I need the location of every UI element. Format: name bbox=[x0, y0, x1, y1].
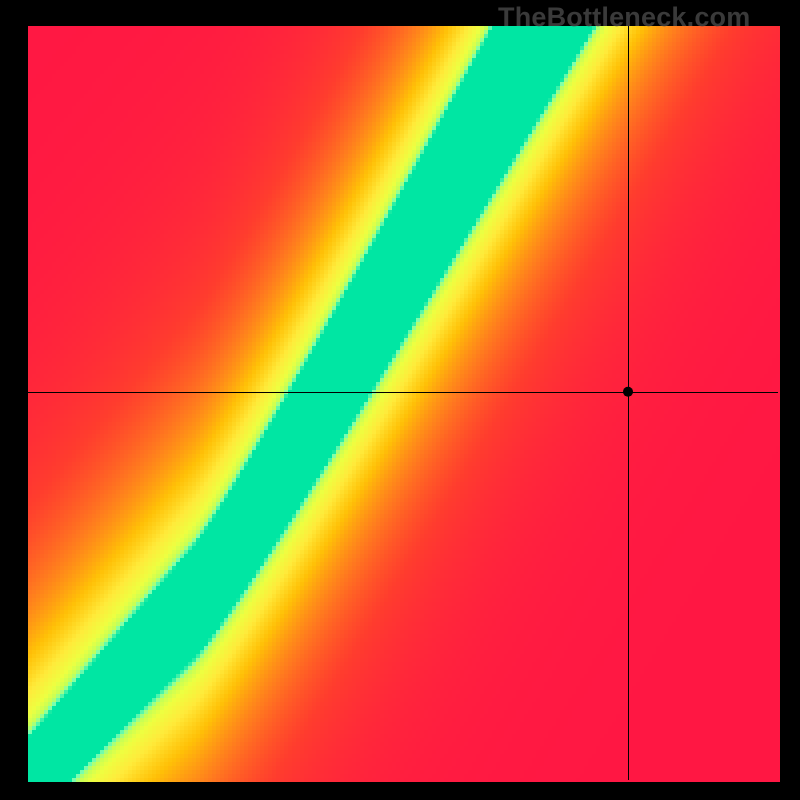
root: TheBottleneck.com bbox=[0, 0, 800, 800]
watermark-text: TheBottleneck.com bbox=[498, 2, 750, 33]
bottleneck-heatmap bbox=[0, 0, 800, 800]
